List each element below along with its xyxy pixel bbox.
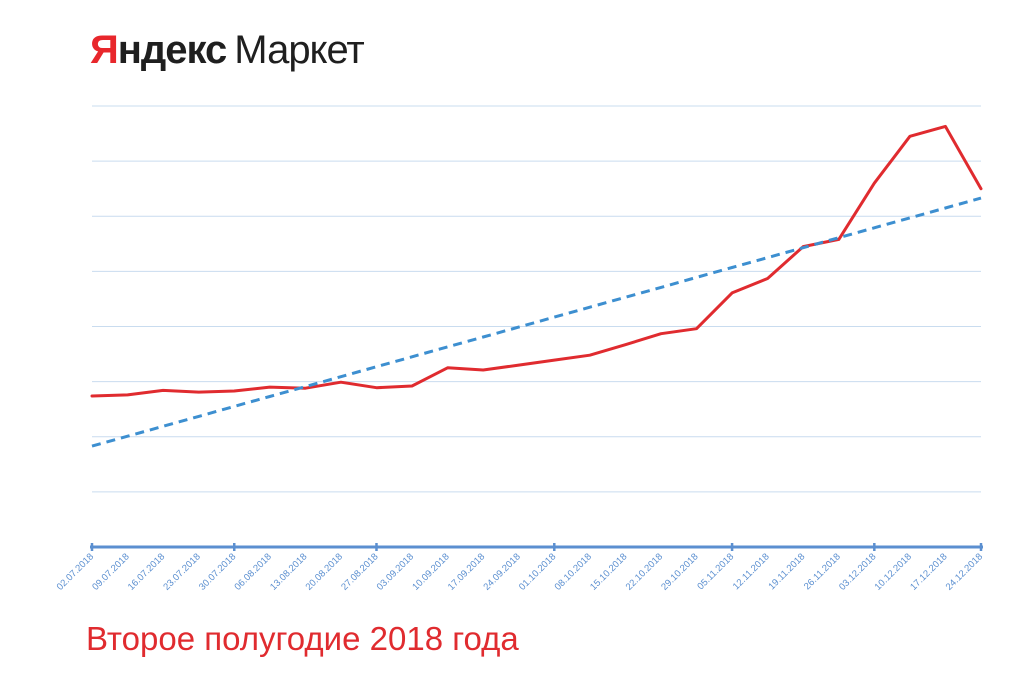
x-tick-label: 19.11.2018 (766, 551, 807, 592)
logo-product: Маркет (234, 28, 364, 72)
x-tick-label: 20.08.2018 (304, 551, 345, 592)
grid-lines (92, 105, 981, 493)
x-tick-label: 17.09.2018 (446, 551, 487, 592)
x-tick-label: 10.09.2018 (410, 551, 451, 592)
x-tick-label: 16.07.2018 (126, 551, 167, 592)
x-tick-label: 02.07.2018 (55, 551, 96, 592)
x-tick-label: 24.09.2018 (481, 551, 522, 592)
x-tick-label: 23.07.2018 (161, 551, 202, 592)
logo-brand-rest: ндекс (117, 28, 228, 72)
x-tick-label: 06.08.2018 (233, 551, 274, 592)
x-tick-label: 24.12.2018 (944, 551, 985, 592)
x-tick-label: 05.11.2018 (695, 551, 736, 592)
chart-caption: Второе полугодие 2018 года (86, 620, 519, 657)
x-tick-label: 03.09.2018 (375, 551, 416, 592)
x-tick-labels: 02.07.201809.07.201816.07.201823.07.2018… (55, 551, 985, 592)
series-line (90, 124, 983, 398)
logo-letter-ya: Я (90, 28, 119, 72)
x-tick-label: 12.11.2018 (731, 551, 772, 592)
x-tick-label: 30.07.2018 (197, 551, 238, 592)
x-tick-label: 08.10.2018 (553, 551, 594, 592)
x-tick-label: 17.12.2018 (908, 551, 949, 592)
x-tick-label: 13.08.2018 (268, 551, 309, 592)
x-tick-label: 15.10.2018 (588, 551, 629, 592)
x-tick-label: 22.10.2018 (624, 551, 665, 592)
yandex-market-logo: Яндекс Маркет (90, 26, 365, 74)
x-axis (90, 543, 983, 551)
x-tick-label: 10.12.2018 (873, 551, 914, 592)
x-tick-label: 09.07.2018 (90, 551, 131, 592)
x-tick-label: 01.10.2018 (517, 551, 558, 592)
trend-line (91, 196, 982, 448)
x-tick-label: 27.08.2018 (339, 551, 380, 592)
x-tick-label: 26.11.2018 (802, 551, 843, 592)
series-lines (90, 124, 983, 448)
x-tick-label: 03.12.2018 (837, 551, 878, 592)
x-tick-label: 29.10.2018 (659, 551, 700, 592)
